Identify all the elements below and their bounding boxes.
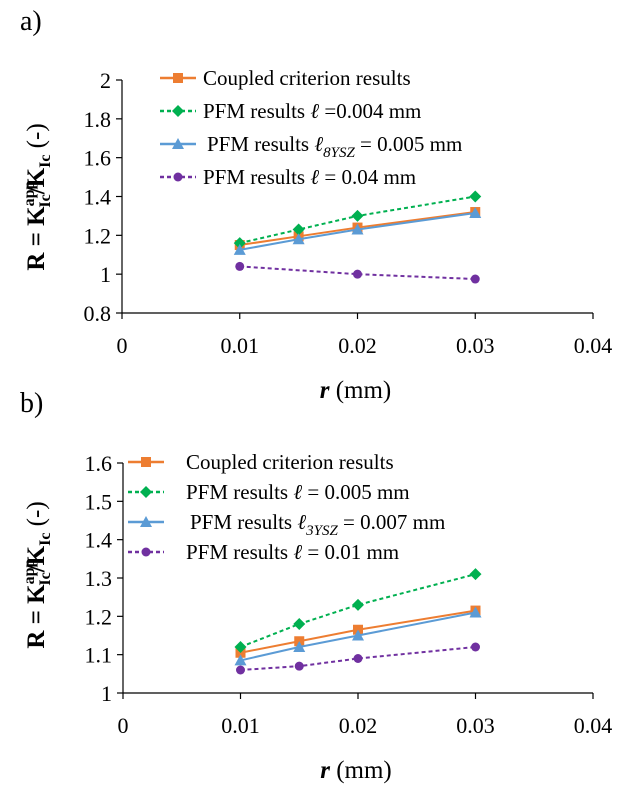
chart-panel-b: b) 1 1.1 1.2 1.3 1.4 1.5 1.6 0 0.01 0.02 0.03 0.04 r … (20, 388, 612, 784)
series-circle (236, 642, 480, 675)
series-line (240, 609, 476, 654)
data-point (352, 629, 364, 641)
y-tick-label: 1 (100, 262, 111, 287)
data-point (233, 243, 246, 255)
legend-label: PFM results ℓ8YSZ = 0.005 mm (207, 132, 462, 161)
panel-label: a) (20, 6, 42, 37)
legend-item: Coupled criterion results (128, 450, 394, 474)
legend-swatch-marker (173, 73, 183, 83)
y-tick-label: 1.2 (84, 223, 112, 248)
series-triangle (233, 207, 482, 255)
legend-item: PFM results ℓ8YSZ = 0.005 mm (160, 132, 462, 161)
legend-swatch-marker (141, 547, 151, 557)
series-triangle (234, 606, 482, 666)
x-tick-label: 0.03 (456, 713, 495, 738)
y-tick-label: 1.2 (85, 604, 113, 629)
data-point (234, 654, 247, 666)
legend-swatch-marker (140, 516, 152, 527)
series-line (239, 195, 476, 245)
x-axis-label: r (mm) (320, 757, 392, 784)
y-tick-label: 1.4 (85, 528, 113, 553)
y-tick-label: 1.1 (85, 643, 113, 668)
series-line (240, 646, 476, 671)
y-tick-label: 1.3 (85, 566, 113, 591)
data-point (470, 274, 480, 284)
series-line (240, 611, 476, 662)
series-diamond (234, 568, 482, 653)
y-tick-label: 2 (100, 68, 111, 93)
y-tick-label: 1.5 (85, 489, 113, 514)
x-tick-label: 0.04 (574, 713, 613, 738)
x-tick-label: 0.02 (339, 713, 378, 738)
data-point (293, 618, 306, 630)
x-tick-label: 0.03 (456, 333, 495, 358)
data-point (234, 641, 247, 653)
y-tick-label: 0.8 (84, 301, 112, 326)
legend-item: PFM results ℓ = 0.04 mm (160, 165, 416, 189)
legend-swatch-marker (172, 105, 184, 117)
legend-item: PFM results ℓ3YSZ = 0.007 mm (128, 510, 445, 539)
legend-label: Coupled criterion results (203, 66, 411, 90)
legend-item: Coupled criterion results (160, 66, 411, 90)
data-point (471, 642, 480, 652)
data-point (469, 190, 482, 203)
legend: Coupled criterion results PFM results ℓ =… (160, 66, 462, 189)
data-point (352, 598, 364, 611)
panel-label: b) (20, 388, 43, 419)
legend-swatch-marker (172, 138, 184, 149)
data-point (469, 606, 482, 618)
y-tick-label: 1.4 (84, 185, 112, 210)
legend-item: PFM results ℓ = 0.005 mm (128, 480, 410, 504)
series-line (239, 212, 476, 251)
data-point (292, 223, 305, 236)
chart-panel-a: a) 0.8 1 1.2 1.4 1.6 1.8 2 0 0.01 0.02 0.03 0.04 r (m… (20, 6, 612, 404)
data-point (469, 207, 482, 219)
legend-label: PFM results ℓ = 0.005 mm (186, 480, 410, 504)
data-point (353, 269, 362, 279)
series-line (239, 211, 476, 247)
data-point (351, 209, 364, 222)
legend-item: PFM results ℓ =0.004 mm (160, 99, 421, 123)
legend-label: PFM results ℓ = 0.04 mm (203, 165, 416, 189)
x-tick-label: 0.01 (221, 713, 260, 738)
x-tick-label: 0 (118, 713, 129, 738)
data-point (236, 665, 245, 675)
legend: Coupled criterion results PFM results ℓ =… (128, 450, 445, 564)
y-axis-label: R = KappIc/KIc (-) (21, 501, 54, 648)
series-line (239, 265, 476, 281)
legend-label: Coupled criterion results (186, 450, 394, 474)
y-tick-label: 1.6 (84, 146, 112, 171)
x-tick-label: 0.04 (574, 333, 613, 358)
legend-label: PFM results ℓ3YSZ = 0.007 mm (190, 510, 445, 539)
legend-swatch-marker (173, 172, 183, 182)
legend-swatch-marker (140, 486, 152, 498)
data-point (353, 654, 363, 663)
series-diamond (233, 190, 482, 250)
legend-swatch-marker (141, 457, 151, 467)
y-tick-label: 1.8 (84, 107, 112, 132)
y-tick-label: 1 (101, 681, 112, 706)
y-axis-label: R = KappIc/KIc (-) (21, 123, 54, 270)
legend-label: PFM results ℓ = 0.01 mm (186, 540, 399, 564)
series-line (240, 573, 476, 648)
data-point (235, 261, 245, 271)
data-point (469, 568, 482, 581)
y-tick-label: 1.6 (85, 451, 113, 476)
x-tick-label: 0.02 (338, 333, 377, 358)
data-point (294, 661, 304, 671)
x-tick-label: 0 (117, 333, 128, 358)
x-axis-label: r (mm) (320, 377, 392, 404)
x-tick-label: 0.01 (221, 333, 260, 358)
data-point (233, 237, 246, 250)
legend-label: PFM results ℓ =0.004 mm (203, 99, 421, 123)
series-circle (235, 261, 480, 284)
data-point (292, 233, 305, 245)
data-point (351, 223, 364, 235)
data-point (293, 641, 306, 652)
legend-item: PFM results ℓ = 0.01 mm (128, 540, 399, 564)
